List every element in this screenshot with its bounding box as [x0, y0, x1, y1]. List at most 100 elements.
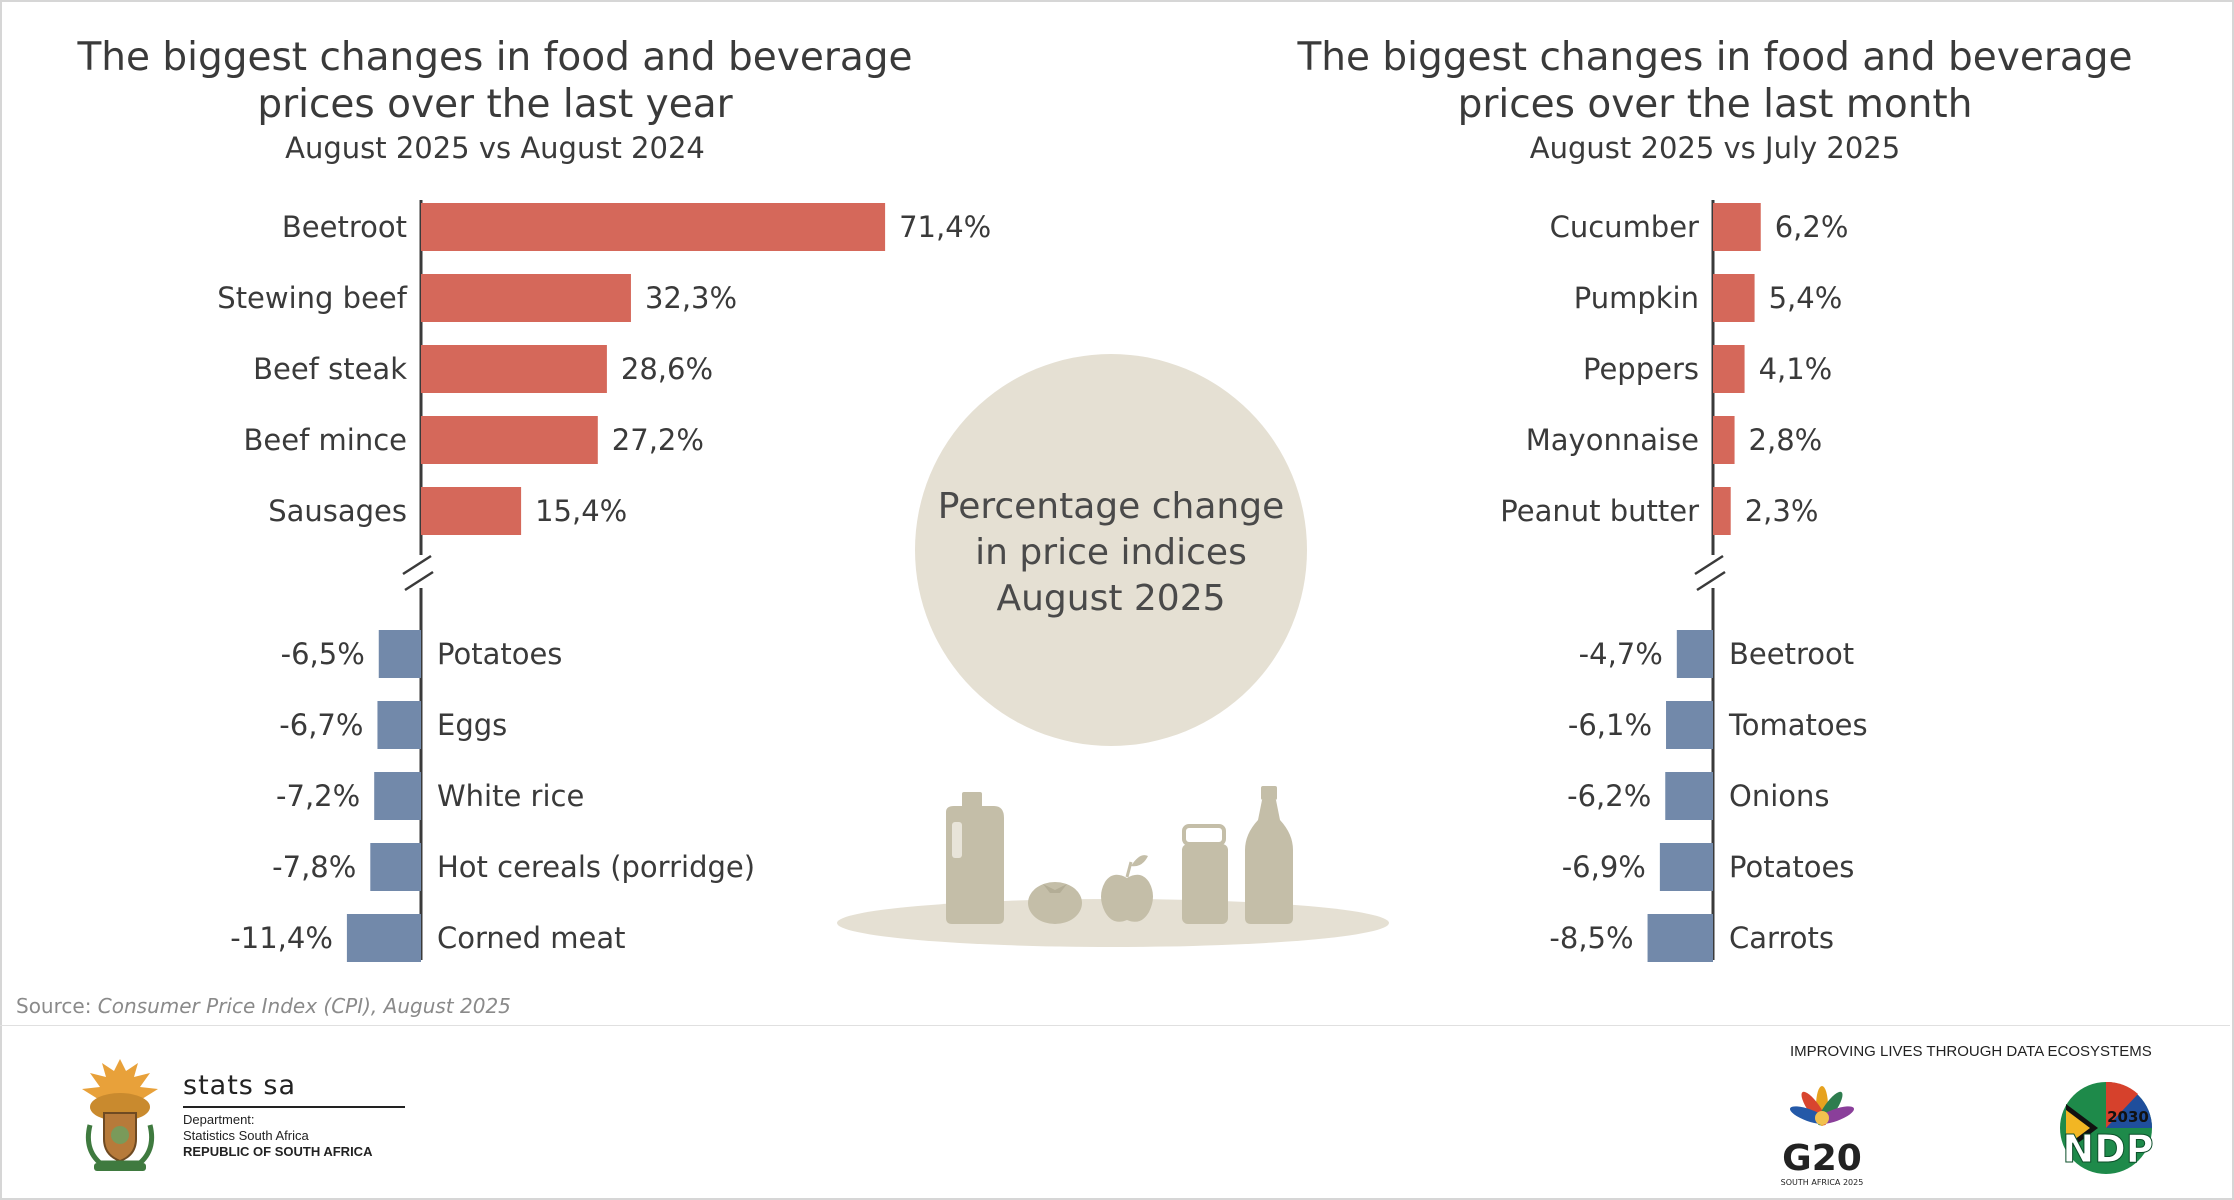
- left-subtitle: August 2025 vs August 2024: [285, 131, 705, 165]
- left-category-label-6: Potatoes: [437, 637, 562, 671]
- left-bar-8: [374, 772, 421, 820]
- left-bar-4: [421, 416, 598, 464]
- left-bar-7: [377, 701, 421, 749]
- bottle-icon: [1245, 786, 1293, 924]
- right-category-label-8: Onions: [1729, 779, 1830, 813]
- right-value-label-8: -6,2%: [1567, 779, 1651, 813]
- dept-line3: REPUBLIC OF SOUTH AFRICA: [183, 1144, 373, 1159]
- brand-rule: [183, 1106, 405, 1108]
- charts-canvas: Percentage change in price indices Augus…: [217, 200, 1868, 962]
- left-bar-10: [346, 914, 421, 962]
- jar-icon: [1182, 824, 1228, 924]
- left-axis-break-mark-2: [404, 570, 434, 592]
- right-title-line2: prices over the last month: [1457, 82, 1973, 127]
- source-text: Consumer Price Index (CPI), August 2025: [97, 994, 511, 1018]
- right-value-label-5: 2,3%: [1745, 494, 1819, 528]
- right-bar-9: [1659, 843, 1713, 891]
- left-value-label-10: -11,4%: [230, 921, 333, 955]
- right-bar-2: [1713, 274, 1755, 322]
- right-category-label-2: Pumpkin: [1574, 281, 1699, 315]
- left-category-label-3: Beef steak: [253, 352, 407, 386]
- right-value-label-6: -4,7%: [1579, 637, 1663, 671]
- center-circle: [915, 354, 1307, 746]
- left-value-label-2: 32,3%: [645, 281, 737, 315]
- right-category-label-10: Carrots: [1729, 921, 1834, 955]
- right-bar-3: [1713, 345, 1745, 393]
- right-bar-4: [1713, 416, 1735, 464]
- g20-logo: G20 SOUTH AFRICA 2025: [1781, 1086, 1864, 1187]
- left-category-label-8: White rice: [437, 779, 584, 813]
- source-note: Source: Consumer Price Index (CPI), Augu…: [16, 994, 511, 1018]
- grocery-illustration: [837, 786, 1389, 947]
- right-value-label-7: -6,1%: [1568, 708, 1652, 742]
- brand-name: stats sa: [183, 1070, 297, 1101]
- right-axis-break-mark-2: [1696, 570, 1726, 592]
- tomato-icon: [1028, 882, 1082, 924]
- center-text-line1: Percentage change: [938, 486, 1284, 527]
- left-value-label-4: 27,2%: [612, 423, 704, 457]
- coat-of-arms-logo: [82, 1059, 158, 1171]
- left-category-label-2: Stewing beef: [217, 281, 407, 315]
- g20-flower-icon: [1789, 1086, 1855, 1126]
- left-value-label-6: -6,5%: [281, 637, 365, 671]
- left-bar-6: [378, 630, 421, 678]
- left-category-label-10: Corned meat: [437, 921, 626, 955]
- right-bar-6: [1676, 630, 1713, 678]
- right-category-label-4: Mayonnaise: [1526, 423, 1699, 457]
- dept-line2: Statistics South Africa: [183, 1128, 309, 1143]
- footer-tagline: IMPROVING LIVES THROUGH DATA ECOSYSTEMS: [1790, 1043, 2152, 1060]
- left-value-label-8: -7,2%: [276, 779, 360, 813]
- left-category-label-5: Sausages: [268, 494, 407, 528]
- right-category-label-7: Tomatoes: [1728, 708, 1868, 742]
- left-bar-9: [370, 843, 421, 891]
- dept-line1: Department:: [183, 1112, 255, 1127]
- left-category-label-4: Beef mince: [244, 423, 407, 457]
- stats-sa-wordmark: stats sa Department: Statistics South Af…: [183, 1070, 405, 1160]
- left-bar-5: [421, 487, 522, 535]
- left-axis-break-mark-1: [402, 554, 432, 576]
- center-text-line3: August 2025: [996, 578, 1225, 619]
- right-value-label-3: 4,1%: [1759, 352, 1833, 386]
- left-value-label-7: -6,7%: [279, 708, 363, 742]
- apple-icon: [1101, 855, 1153, 922]
- right-subtitle: August 2025 vs July 2025: [1529, 131, 1901, 165]
- right-bar-8: [1665, 772, 1713, 820]
- left-value-label-3: 28,6%: [621, 352, 713, 386]
- right-category-label-6: Beetroot: [1729, 637, 1854, 671]
- right-category-label-9: Potatoes: [1729, 850, 1854, 884]
- g20-subtext: SOUTH AFRICA 2025: [1781, 1178, 1864, 1187]
- right-category-label-3: Peppers: [1583, 352, 1699, 386]
- right-value-label-2: 5,4%: [1769, 281, 1843, 315]
- left-category-label-7: Eggs: [437, 708, 507, 742]
- left-title-line2: prices over the last year: [257, 82, 733, 127]
- ndp-year: 2030: [2107, 1108, 2149, 1126]
- right-value-label-1: 6,2%: [1775, 210, 1849, 244]
- left-title-line1: The biggest changes in food and beverage: [77, 35, 913, 80]
- left-bar-1: [421, 203, 886, 251]
- right-value-label-10: -8,5%: [1549, 921, 1633, 955]
- right-bar-5: [1713, 487, 1731, 535]
- left-value-label-1: 71,4%: [899, 210, 991, 244]
- left-category-label-1: Beetroot: [282, 210, 407, 244]
- left-bar-2: [421, 274, 631, 322]
- left-value-label-9: -7,8%: [272, 850, 356, 884]
- right-title-line1: The biggest changes in food and beverage: [1297, 35, 2133, 80]
- ndp-logo: 2030 NDP: [2060, 1081, 2154, 1174]
- g20-wordmark: G20: [1782, 1138, 1862, 1179]
- left-chart-title: The biggest changes in food and beverage…: [60, 34, 930, 168]
- right-category-label-5: Peanut butter: [1500, 494, 1699, 528]
- source-prefix: Source:: [16, 994, 92, 1018]
- left-category-label-9: Hot cereals (porridge): [437, 850, 755, 884]
- left-bar-3: [421, 345, 607, 393]
- right-bar-1: [1713, 203, 1761, 251]
- right-bar-10: [1647, 914, 1713, 962]
- right-bar-7: [1666, 701, 1713, 749]
- footer-divider: [0, 1025, 2230, 1026]
- right-category-label-1: Cucumber: [1550, 210, 1699, 244]
- right-value-label-4: 2,8%: [1749, 423, 1823, 457]
- right-value-label-9: -6,9%: [1562, 850, 1646, 884]
- right-chart-title: The biggest changes in food and beverage…: [1280, 34, 2150, 168]
- milk-jug-icon: [946, 792, 1004, 924]
- right-axis-break-mark-1: [1694, 554, 1724, 576]
- left-value-label-5: 15,4%: [535, 494, 627, 528]
